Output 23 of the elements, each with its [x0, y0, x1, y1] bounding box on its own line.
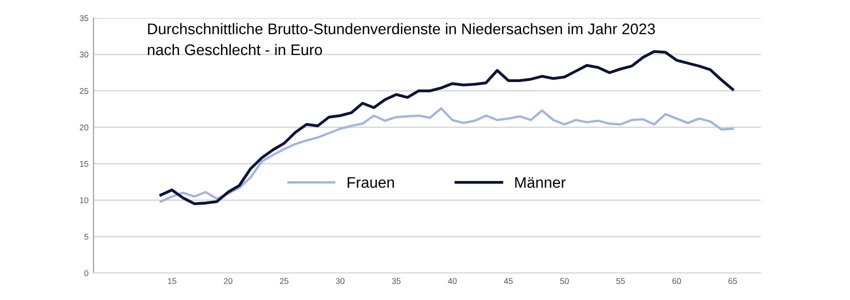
- y-tick-label: 10: [80, 197, 88, 204]
- y-tick-label: 25: [80, 88, 88, 94]
- legend-label: Frauen: [348, 177, 394, 188]
- line-series: [160, 107, 734, 203]
- x-tick-label: 60: [672, 278, 681, 284]
- y-tick-label: 0: [84, 270, 88, 276]
- text: Durchschnittliche Brutto-Stundenverdienste in Niedersachsen im Jahr 2023 nach Geschlecht - in Euro: [148, 23, 655, 56]
- x-tick-label: 55: [616, 278, 625, 284]
- x-tick-label: 20: [224, 278, 232, 284]
- x-tick-label: 45: [504, 278, 513, 284]
- x-tick-label: 35: [392, 278, 401, 284]
- y-tick-label: 20: [80, 124, 88, 130]
- y-tick-label: 30: [80, 52, 88, 58]
- x-tick-label: 65: [728, 278, 737, 284]
- x-tick-label: 15: [168, 278, 176, 284]
- legend-label: Männer: [515, 177, 566, 188]
- y-tick-label: 5: [84, 234, 88, 240]
- x-tick-label: 30: [336, 278, 345, 284]
- x-tick-label: 50: [560, 278, 569, 284]
- y-tick-label: 35: [80, 15, 88, 22]
- y-tick-label: 15: [80, 161, 88, 167]
- x-tick-label: 25: [280, 278, 288, 284]
- x-tick-label: 40: [448, 278, 457, 284]
